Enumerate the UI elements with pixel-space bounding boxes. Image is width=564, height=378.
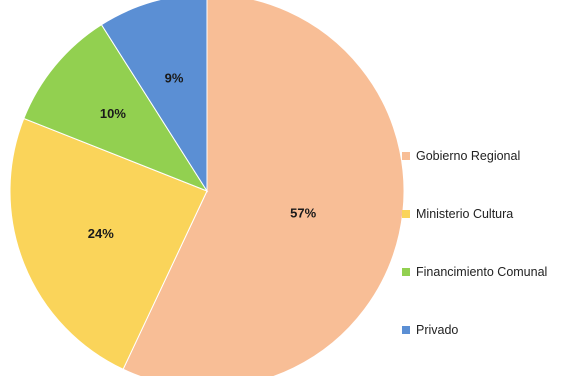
legend-swatch	[402, 152, 410, 160]
legend-swatch	[402, 326, 410, 334]
legend-label: Gobierno Regional	[416, 149, 521, 163]
data-label-gobierno-regional: 57%	[290, 205, 316, 220]
legend-swatch	[402, 268, 410, 276]
legend-swatch	[402, 210, 410, 218]
pie-slices	[9, 0, 405, 376]
pie-slice-gobierno-regional	[122, 0, 405, 376]
pie-slice-financimiento-comunal	[23, 23, 209, 193]
chart-legend: Gobierno Regional Ministerio Cultura Finan…	[402, 146, 547, 378]
data-label-ministerio-cultura: 24%	[88, 226, 114, 241]
data-label-financimiento-comunal: 10%	[100, 106, 126, 121]
pie-data-labels: 57% 24% 10% 9%	[88, 70, 317, 241]
data-label-privado: 9%	[165, 70, 184, 85]
pie-slice-privado	[100, 0, 208, 193]
legend-label: Privado	[416, 323, 459, 337]
pie-slice-ministerio-cultura	[9, 117, 208, 370]
legend-item: Financimiento Comunal	[402, 262, 547, 282]
legend-item: Ministerio Cultura	[402, 204, 547, 224]
legend-label: Ministerio Cultura	[416, 207, 514, 221]
legend-label: Financimiento Comunal	[416, 265, 548, 279]
legend-item: Gobierno Regional	[402, 146, 547, 166]
legend-item: Privado	[402, 320, 547, 340]
